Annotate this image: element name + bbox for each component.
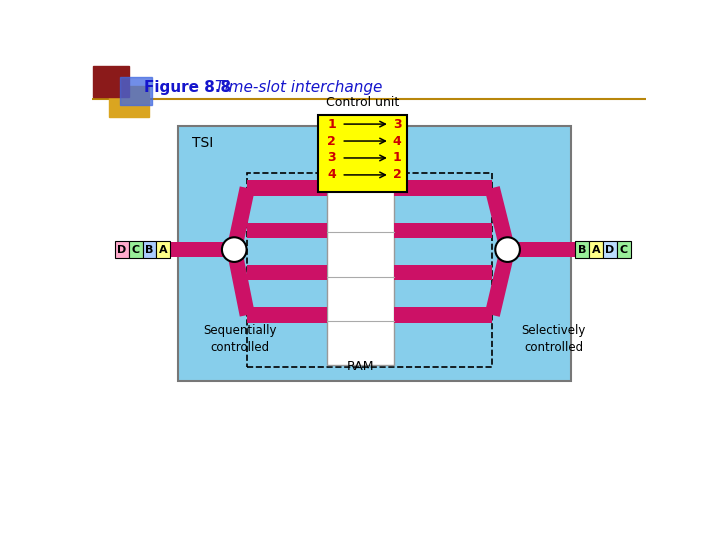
Text: 4: 4 <box>328 168 336 181</box>
Text: B: B <box>578 245 587 254</box>
Bar <box>395 265 492 280</box>
Text: C: C <box>132 245 140 254</box>
Text: Sequentially
controlled: Sequentially controlled <box>204 325 277 354</box>
Text: 1: 1 <box>328 118 336 131</box>
Text: RAM: RAM <box>347 360 374 373</box>
Text: 3: 3 <box>393 118 402 131</box>
Text: D: D <box>606 245 615 254</box>
Bar <box>395 307 492 323</box>
Text: A: A <box>159 245 168 254</box>
Text: B: B <box>145 245 154 254</box>
Bar <box>395 222 492 238</box>
Bar <box>603 241 617 258</box>
Bar <box>248 173 492 367</box>
Bar <box>248 265 327 280</box>
Bar <box>248 307 327 323</box>
Bar <box>129 241 143 258</box>
Text: C: C <box>620 245 628 254</box>
Text: Figure 8.8: Figure 8.8 <box>144 80 231 96</box>
Bar <box>575 241 589 258</box>
Bar <box>115 242 223 257</box>
Circle shape <box>495 237 520 262</box>
Bar <box>143 241 156 258</box>
Bar <box>589 241 603 258</box>
Text: 2: 2 <box>393 168 402 181</box>
Bar <box>395 180 492 195</box>
Bar <box>318 115 407 192</box>
Bar <box>248 180 327 195</box>
Bar <box>94 66 129 97</box>
Bar <box>178 126 571 381</box>
Text: 2: 2 <box>328 134 336 147</box>
Bar <box>156 241 171 258</box>
Polygon shape <box>485 186 515 252</box>
Text: TSI: TSI <box>192 136 213 150</box>
Text: 3: 3 <box>328 151 336 165</box>
Text: 1: 1 <box>393 151 402 165</box>
Text: Control unit: Control unit <box>326 96 399 109</box>
Text: Selectively
controlled: Selectively controlled <box>521 325 586 354</box>
Text: Time-slot interchange: Time-slot interchange <box>215 80 382 96</box>
Bar <box>327 188 395 365</box>
Polygon shape <box>485 248 515 317</box>
Text: D: D <box>117 245 127 254</box>
Text: 4: 4 <box>393 134 402 147</box>
Polygon shape <box>227 248 255 316</box>
Polygon shape <box>227 186 255 251</box>
Bar <box>617 241 631 258</box>
Bar <box>120 77 152 105</box>
Bar <box>248 222 327 238</box>
Bar <box>115 241 129 258</box>
Circle shape <box>222 237 246 262</box>
Bar <box>109 86 149 117</box>
Text: A: A <box>592 245 600 254</box>
Bar <box>518 242 631 257</box>
